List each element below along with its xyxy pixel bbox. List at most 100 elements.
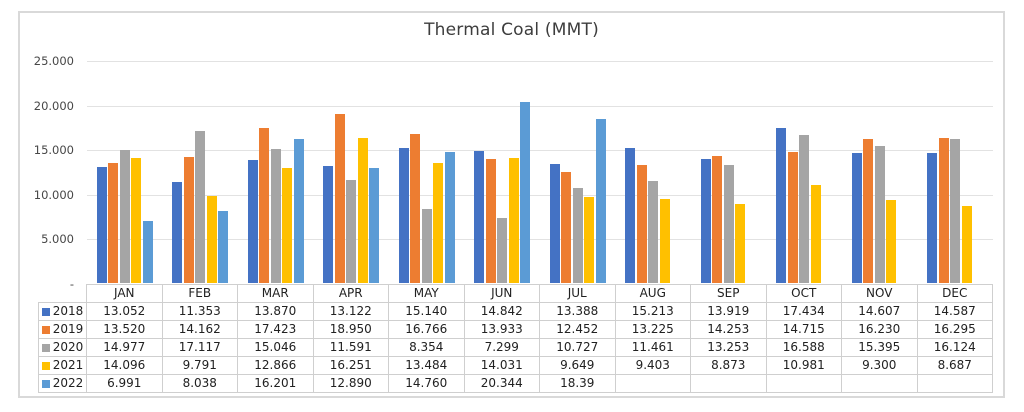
bar-2021-apr [357, 138, 368, 283]
legend-year-2018: 2018 [52, 304, 84, 318]
bar-2021-jul [584, 197, 595, 283]
bar-2021-mar [282, 168, 293, 283]
gridline-10.000 [87, 194, 993, 196]
plot-area [87, 61, 993, 283]
table-header-row: JAN FEB MAR APR MAY JUN JUL AUG SEP OCT NOV DEC [39, 284, 993, 303]
cell-2018-aug: 15.213 [614, 302, 691, 321]
bar-group-dec [918, 61, 994, 283]
bar-2019-oct [787, 152, 798, 283]
legend-year-2019: 2019 [52, 322, 84, 336]
table-header-feb: FEB [161, 284, 238, 303]
cell-2020-jun: 7.299 [463, 338, 540, 357]
y-axis-label-25.000: 25.000 [33, 54, 74, 68]
bar-2019-jul [561, 172, 572, 283]
cell-2022-oct [765, 374, 842, 393]
bar-2018-oct [776, 128, 787, 283]
cell-2022-mar: 16.201 [237, 374, 314, 393]
bar-2019-may [410, 134, 421, 283]
cell-2021-dec: 8.687 [916, 356, 993, 375]
bar-2018-feb [172, 182, 183, 283]
y-axis-label-5.000: 5.000 [41, 232, 74, 246]
bar-2018-jun [474, 151, 485, 283]
table-corner-cell [39, 285, 87, 303]
bar-2020-jul [572, 188, 583, 283]
cell-2022-apr: 12.890 [312, 374, 389, 393]
data-table-wrap: JAN FEB MAR APR MAY JUN JUL AUG SEP OCT NOV DEC 2018… [38, 284, 993, 393]
legend-2021: 2021 [38, 356, 87, 375]
y-axis-label--: - [69, 276, 74, 291]
bar-group-mar [238, 61, 314, 283]
cell-2020-oct: 16.588 [765, 338, 842, 357]
bar-2022-apr [369, 168, 380, 283]
legend-swatch-2020 [41, 343, 50, 352]
bar-group-nov [842, 61, 918, 283]
cell-2018-feb: 11.353 [161, 302, 238, 321]
cell-2021-oct: 10.981 [765, 356, 842, 375]
cell-2019-sep: 14.253 [690, 320, 767, 339]
bar-2018-nov [851, 153, 862, 283]
table-header-sep: SEP [690, 284, 767, 303]
bar-group-jul [540, 61, 616, 283]
table-header-jan: JAN [86, 284, 163, 303]
cell-2020-jul: 10.727 [539, 338, 616, 357]
gridline-15.000 [87, 150, 993, 151]
bar-2021-nov [886, 200, 897, 283]
bar-2020-feb [195, 131, 206, 283]
cell-2019-feb: 14.162 [161, 320, 238, 339]
legend-swatch-2018 [41, 307, 50, 316]
bar-2020-nov [874, 146, 885, 283]
cell-2019-mar: 17.423 [237, 320, 314, 339]
cell-2022-may: 14.760 [388, 374, 465, 393]
table-row-2018: 2018 13.052 11.353 13.870 13.122 15.140 14.842… [38, 302, 993, 321]
bar-group-may [389, 61, 465, 283]
bar-2021-jan [131, 158, 142, 283]
bar-2022-may [444, 152, 455, 283]
table-header-dec: DEC [916, 284, 993, 303]
bar-2020-apr [346, 180, 357, 283]
table-row-2021: 2021 14.096 9.791 12.866 16.251 13.484 14.031 9… [38, 356, 993, 375]
bar-2019-mar [259, 128, 270, 283]
bar-2019-jan [108, 163, 119, 283]
bar-2019-sep [712, 156, 723, 283]
bar-2021-sep [735, 204, 746, 283]
bar-2018-jan [96, 167, 107, 283]
bar-2021-oct [810, 185, 821, 283]
cell-2020-aug: 11.461 [614, 338, 691, 357]
cell-2018-may: 15.140 [388, 302, 465, 321]
cell-2020-may: 8.354 [388, 338, 465, 357]
table-header-jul: JUL [539, 284, 616, 303]
bar-2020-oct [799, 135, 810, 283]
bar-group-jun [465, 61, 541, 283]
table-header-may: MAY [388, 284, 465, 303]
cell-2019-jan: 13.520 [86, 320, 163, 339]
cell-2021-may: 13.484 [388, 356, 465, 375]
y-axis-label-20.000: 20.000 [33, 98, 74, 113]
y-axis-label-15.000: 15.000 [33, 143, 74, 157]
legend-year-2020: 2020 [52, 340, 84, 354]
gridline-25.000 [87, 61, 993, 62]
bar-2020-dec [950, 139, 961, 283]
cell-2020-mar: 15.046 [237, 338, 314, 357]
bar-group-sep [691, 61, 767, 283]
bar-2018-sep [700, 159, 711, 283]
cell-2022-jun: 20.344 [463, 374, 540, 393]
cell-2022-jan: 6.991 [86, 374, 163, 393]
cell-2022-jul: 18.39 [539, 374, 616, 393]
bar-2022-jul [595, 119, 606, 283]
bar-2018-jul [549, 164, 560, 283]
cell-2021-mar: 12.866 [237, 356, 314, 375]
cell-2021-aug: 9.403 [614, 356, 691, 375]
legend-2022: 2022 [38, 374, 87, 393]
legend-year-2021: 2021 [52, 358, 84, 372]
cell-2019-nov: 16.230 [841, 320, 918, 339]
gridline-20.000 [87, 105, 993, 107]
cell-2020-jan: 14.977 [86, 338, 163, 357]
y-axis-label-10.000: 10.000 [33, 187, 74, 202]
table-header-apr: APR [312, 284, 389, 303]
data-table: JAN FEB MAR APR MAY JUN JUL AUG SEP OCT NOV DEC 2018… [38, 284, 993, 393]
cell-2018-apr: 13.122 [312, 302, 389, 321]
bar-2021-feb [206, 196, 217, 283]
table-header-oct: OCT [765, 284, 842, 303]
bar-2019-nov [863, 139, 874, 283]
cell-2020-nov: 15.395 [841, 338, 918, 357]
